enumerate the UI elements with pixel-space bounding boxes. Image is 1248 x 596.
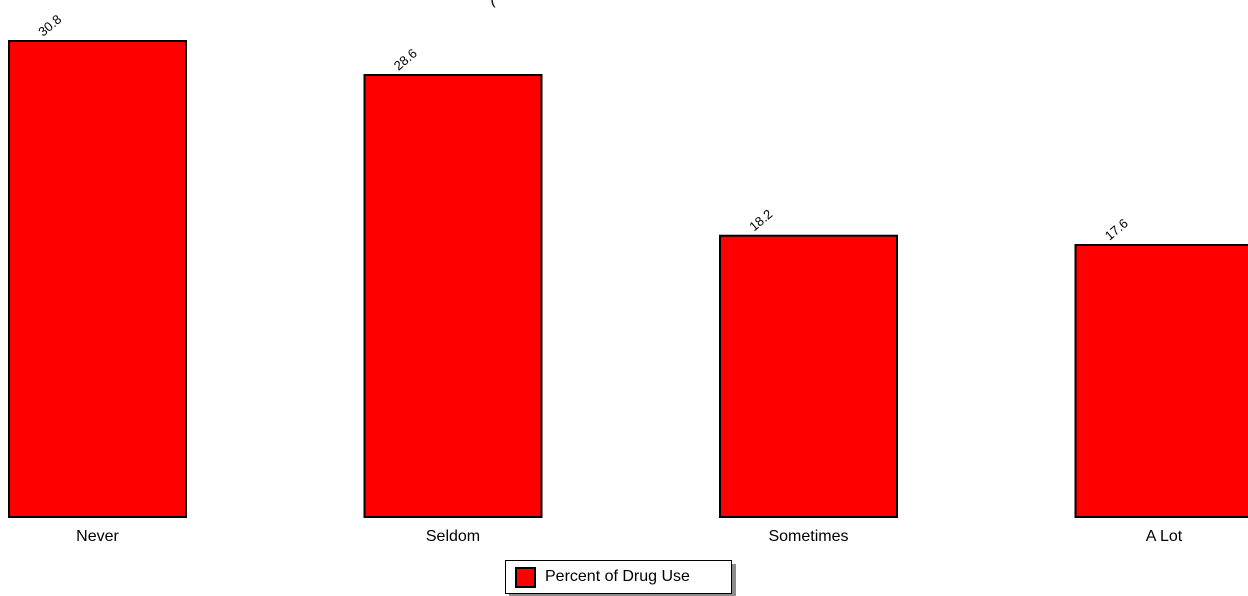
data-labels-group: 30.8 28.6 18.2 17.6	[35, 12, 1131, 244]
category-label: Never	[76, 528, 119, 545]
bars-group	[8, 40, 1248, 519]
category-label: A Lot	[1146, 528, 1183, 545]
category-labels-group: Never Seldom Sometimes A Lot	[76, 528, 1183, 545]
data-label: 17.6	[1102, 216, 1131, 244]
data-label: 30.8	[35, 12, 64, 40]
bar-sometimes	[719, 234, 898, 519]
chart-title: (	[490, 0, 496, 8]
legend: Percent of Drug Use	[505, 560, 732, 594]
legend-swatch	[515, 566, 536, 588]
category-label: Sometimes	[768, 528, 848, 545]
bar-seldom	[363, 74, 543, 518]
bar-a-lot	[1074, 244, 1248, 518]
legend-label: Percent of Drug Use	[545, 568, 690, 585]
bar-never	[8, 40, 187, 518]
data-label: 18.2	[746, 206, 775, 234]
data-label: 28.6	[391, 46, 420, 74]
category-label: Seldom	[426, 528, 480, 545]
